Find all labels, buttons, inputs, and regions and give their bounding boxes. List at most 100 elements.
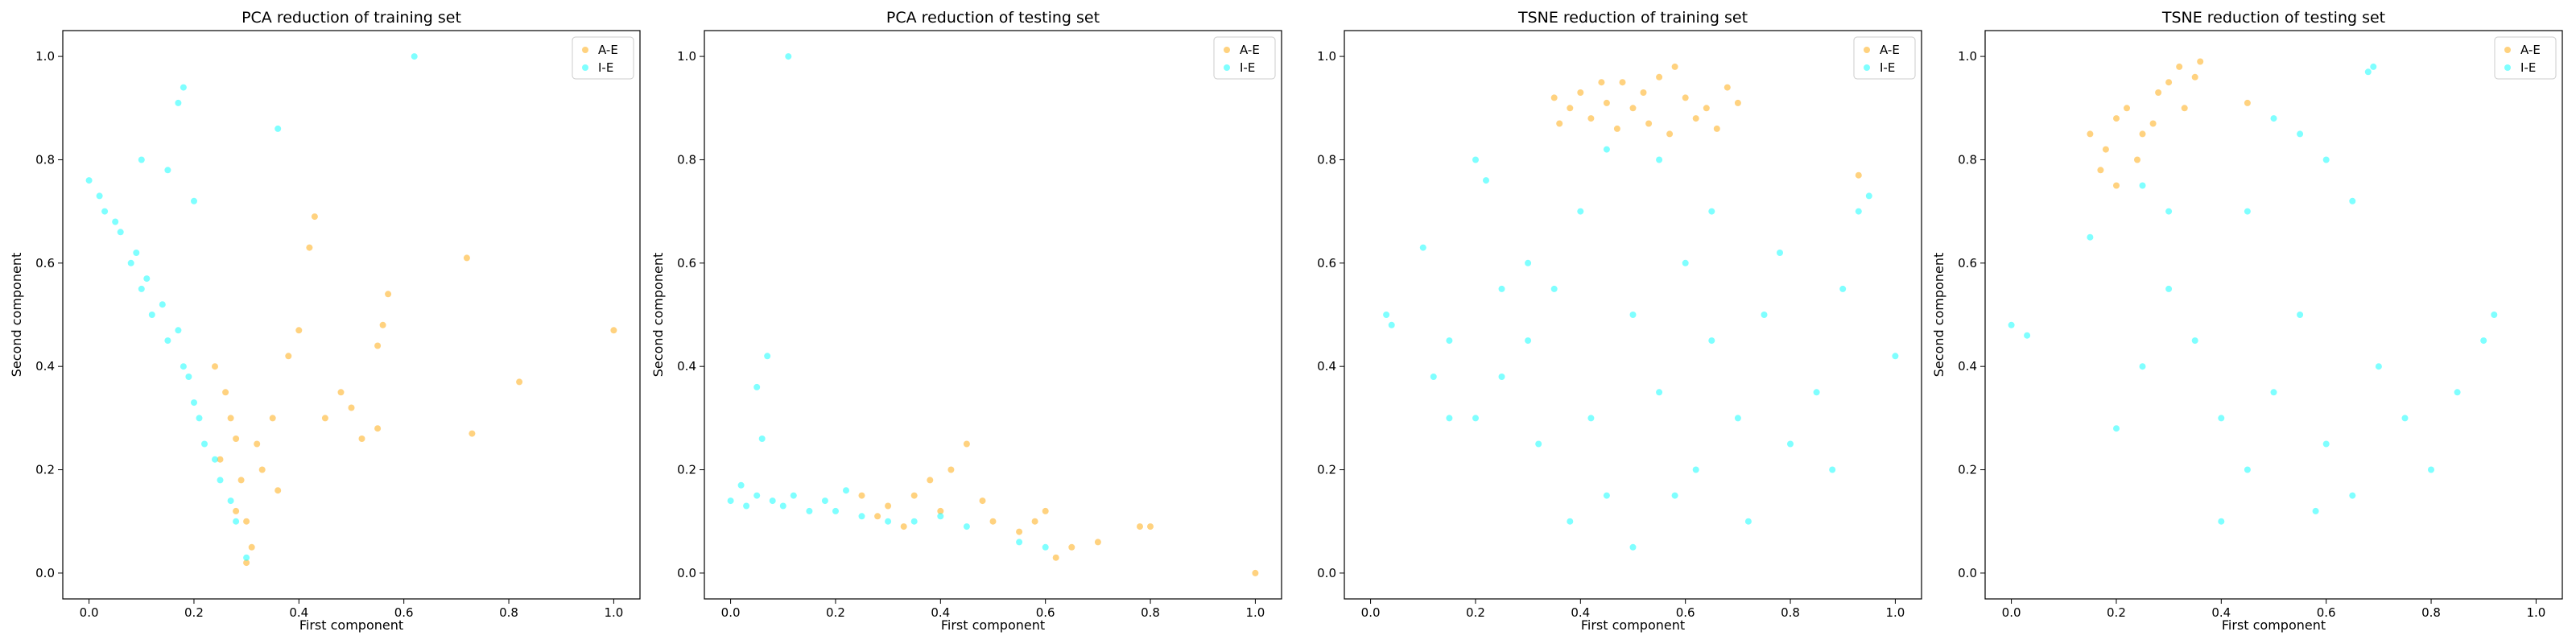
scatter-point [258, 466, 266, 473]
x-tick-label: 0.6 [1036, 605, 1055, 620]
scatter-point [222, 389, 229, 396]
scatter-points [85, 53, 617, 567]
scatter-point [779, 502, 786, 510]
scatter-point [212, 456, 218, 463]
scatter-point [2155, 89, 2162, 96]
scatter-point [2244, 466, 2251, 473]
y-tick-label: 0.0 [1958, 566, 1977, 580]
scatter-point [1388, 321, 1395, 328]
scatter-point [1656, 156, 1663, 163]
scatter-point [2218, 415, 2225, 422]
x-tick-label: 1.0 [2526, 605, 2545, 620]
scatter-point [1016, 528, 1023, 535]
scatter-point [1640, 89, 1647, 96]
scatter-point [2165, 208, 2173, 215]
scatter-point [217, 456, 224, 463]
scatter-point [1094, 539, 1101, 546]
x-axis-label: First component [1581, 617, 1685, 633]
legend-marker [582, 47, 588, 53]
x-tick-label: 0.4 [2211, 605, 2231, 620]
y-tick-label: 0.8 [1317, 152, 1336, 167]
y-tick-label: 0.2 [1958, 463, 1977, 477]
legend-label: A-E [2520, 43, 2541, 57]
y-tick-label: 0.4 [35, 359, 55, 374]
scatter-point [180, 363, 187, 370]
scatter-point [175, 99, 182, 106]
y-axis-label: Second component [9, 253, 24, 377]
scatter-point [1042, 507, 1049, 514]
y-tick-label: 0.2 [1317, 463, 1336, 477]
scatter-point [1666, 130, 1674, 138]
x-tick-label: 0.2 [184, 605, 204, 620]
scatter-point [2401, 415, 2409, 422]
scatter-point [1761, 312, 1768, 318]
x-axis-label: First component [299, 617, 403, 633]
scatter-point [1598, 79, 1605, 86]
x-tick-label: 1.0 [1885, 605, 1905, 620]
scatter-point [2197, 58, 2204, 65]
scatter-point [1892, 353, 1899, 360]
x-tick-label: 0.0 [2002, 605, 2021, 620]
scatter-point [196, 415, 203, 422]
scatter-point [1708, 337, 1715, 345]
scatter-point [1829, 466, 1836, 473]
legend-label: I-E [598, 60, 613, 75]
scatter-point [1629, 543, 1637, 551]
scatter-point [243, 559, 250, 567]
scatter-point [411, 53, 418, 60]
subplot-pca-testing: PCA reduction of testing set First compo… [650, 9, 1282, 633]
y-tick-label: 0.6 [677, 256, 696, 270]
scatter-point [463, 254, 470, 262]
scatter-point [306, 244, 313, 251]
scatter-point [148, 312, 155, 318]
scatter-point [2322, 156, 2330, 163]
legend-label: I-E [1880, 60, 1895, 75]
legend: A-E I-E [1213, 36, 1276, 80]
legend: A-E I-E [1853, 36, 1916, 80]
scatter-point [379, 321, 386, 328]
scatter-point [610, 327, 617, 334]
chart-title: TSNE reduction of testing set [2161, 9, 2385, 27]
scatter-point [243, 554, 250, 561]
scatter-point [269, 415, 276, 422]
scatter-point [243, 518, 250, 525]
scatter-point [1603, 99, 1610, 106]
scatter-point [143, 275, 151, 283]
scatter-point [2165, 285, 2173, 292]
scatter-point [2113, 425, 2120, 432]
scatter-point [1567, 105, 1574, 112]
scatter-point [1603, 492, 1610, 499]
scatter-point [374, 425, 382, 432]
scatter-point [900, 523, 907, 530]
x-tick-label: 0.8 [1781, 605, 1800, 620]
y-tick-label: 0.2 [35, 463, 55, 477]
scatter-point [2087, 233, 2094, 241]
scatter-point [1498, 285, 1505, 292]
scatter-point [2375, 363, 2382, 370]
scatter-point [1656, 389, 1663, 396]
scatter-point [1777, 250, 1783, 256]
scatter-point [1619, 79, 1626, 86]
x-tick-label: 1.0 [604, 605, 623, 620]
scatter-point [1734, 415, 1741, 422]
scatter-point [2113, 182, 2120, 189]
scatter-point [2165, 79, 2173, 86]
scatter-point [1498, 374, 1505, 380]
scatter-point [358, 436, 365, 442]
scatter-point [2008, 321, 2015, 328]
scatter-point [374, 342, 382, 349]
x-tick-label: 0.2 [1466, 605, 1485, 620]
scatter-point [227, 497, 234, 505]
scatter-point [1535, 440, 1542, 448]
legend-marker [1864, 64, 1870, 71]
scatter-point [1550, 94, 1558, 101]
scatter-point [1613, 125, 1620, 132]
subplot-pca-training: PCA reduction of training set First comp… [9, 9, 641, 633]
scatter-point [1031, 518, 1038, 525]
scatter-point [2244, 208, 2251, 215]
scatter-point [1692, 115, 1699, 122]
y-tick-label: 0.8 [677, 152, 696, 167]
chart-title: PCA reduction of testing set [886, 9, 1100, 27]
scatter-point [1671, 63, 1678, 70]
scatter-point [2191, 337, 2198, 345]
